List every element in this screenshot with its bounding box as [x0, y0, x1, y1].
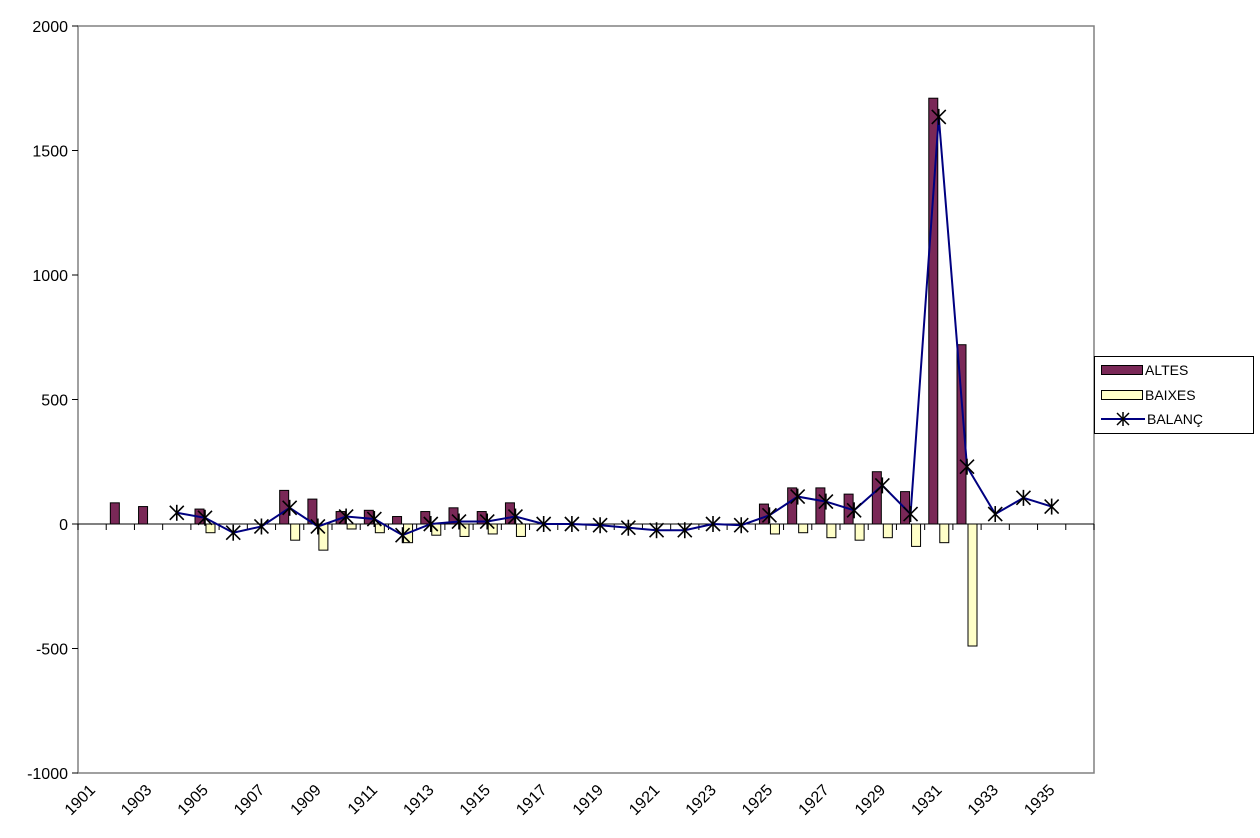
balance-point	[197, 509, 213, 526]
x-tick-label: 1931	[908, 782, 945, 819]
balance-point	[507, 508, 524, 525]
balance-point	[874, 477, 890, 494]
y-axis: -1000 -500 0 500 1000 1500 2000	[27, 19, 78, 783]
balance-point	[987, 506, 1003, 523]
balance-point	[1044, 498, 1060, 515]
balance-point	[620, 519, 636, 536]
balance-point	[959, 458, 975, 475]
balance-point	[705, 516, 721, 532]
bar-baixes	[798, 523, 809, 534]
x-tick-label: 1907	[231, 782, 268, 819]
balance-point	[253, 518, 270, 535]
bar-baixes	[346, 523, 357, 530]
legend-item-baixes: BAIXES	[1101, 386, 1196, 404]
bar-baixes	[826, 523, 837, 539]
bar-baixes	[487, 523, 498, 535]
bar-altes	[815, 487, 826, 525]
x-tick-label: 1905	[175, 782, 212, 819]
x-tick-label: 1927	[796, 782, 833, 819]
x-tick-label: 1929	[852, 782, 889, 819]
bar-baixes	[769, 523, 780, 535]
balance-point	[592, 517, 608, 534]
balance-point	[677, 522, 693, 539]
x-tick-label: 1903	[118, 782, 155, 819]
x-tick-label: 1901	[62, 782, 99, 819]
y-tick-label: 1000	[32, 268, 68, 285]
bar-altes	[928, 97, 939, 525]
x-tick-label: 1911	[345, 782, 381, 818]
balance-point	[564, 516, 580, 532]
bar-altes	[956, 344, 967, 525]
balance-point	[479, 513, 495, 530]
bar-baixes	[515, 523, 526, 537]
balance-point	[902, 506, 919, 523]
balance-point	[536, 516, 552, 532]
x-tick-label: 1913	[400, 782, 437, 819]
x-tick-label: 1933	[965, 782, 1002, 819]
legend: ALTES BAIXES BALANÇ	[1094, 356, 1254, 434]
legend-label: BAIXES	[1145, 387, 1196, 403]
legend-label: ALTES	[1145, 362, 1189, 378]
bar-altes	[392, 516, 403, 525]
y-tick-label: 1500	[32, 144, 68, 161]
balance-point	[818, 493, 834, 510]
bar-baixes	[939, 523, 950, 544]
balance-point	[338, 508, 354, 525]
balance-point	[282, 499, 298, 516]
x-tick-label: 1915	[457, 782, 494, 819]
bar-baixes	[854, 523, 865, 541]
y-tick-label: 0	[59, 517, 68, 534]
balance-point	[648, 522, 665, 539]
balance-point	[931, 108, 947, 125]
y-tick-label: 500	[41, 393, 68, 410]
balance-point	[394, 527, 411, 544]
bar-baixes	[205, 523, 216, 534]
x-tick-label: 1923	[683, 782, 720, 819]
balance-point	[366, 511, 382, 528]
bar-altes	[476, 511, 487, 525]
balance-point	[761, 507, 778, 524]
y-tick-label: -500	[36, 642, 68, 659]
balance-point	[310, 518, 326, 535]
x-tick-label: 1921	[626, 782, 663, 819]
bar-altes	[871, 471, 882, 525]
legend-item-balanc: BALANÇ	[1101, 410, 1203, 428]
bar-baixes	[459, 523, 470, 537]
bar-baixes	[290, 523, 301, 541]
bar-baixes	[967, 523, 978, 647]
balance-line	[169, 108, 1060, 544]
balance-point	[846, 502, 862, 519]
x-tick-label: 1925	[739, 782, 776, 819]
x-tick-label: 1917	[513, 782, 550, 819]
x-tick-label: 1919	[570, 782, 607, 819]
legend-item-altes: ALTES	[1101, 361, 1188, 379]
legend-label: BALANÇ	[1147, 411, 1204, 427]
balance-point	[225, 524, 241, 541]
balance-point	[1015, 489, 1032, 506]
bar-altes	[109, 502, 120, 525]
balance-point	[169, 504, 185, 521]
bar-altes	[504, 502, 515, 525]
x-tick-label: 1935	[1021, 782, 1058, 819]
bar-altes	[279, 489, 290, 525]
balance-point	[733, 517, 749, 534]
bar-baixes	[882, 523, 893, 539]
balance-point	[423, 516, 439, 532]
balance-point	[790, 488, 806, 505]
y-tick-label: 2000	[32, 19, 68, 36]
legend-swatch-altes	[1101, 365, 1143, 375]
legend-swatch-balanc	[1101, 412, 1145, 426]
bar-altes	[787, 487, 798, 525]
legend-swatch-baixes	[1101, 390, 1143, 400]
bar-baixes	[911, 523, 922, 547]
plot-area	[77, 25, 1095, 774]
y-tick-label: -1000	[27, 766, 68, 783]
x-tick-label: 1909	[288, 782, 325, 819]
balance-point	[451, 513, 467, 530]
bar-altes	[138, 506, 149, 525]
